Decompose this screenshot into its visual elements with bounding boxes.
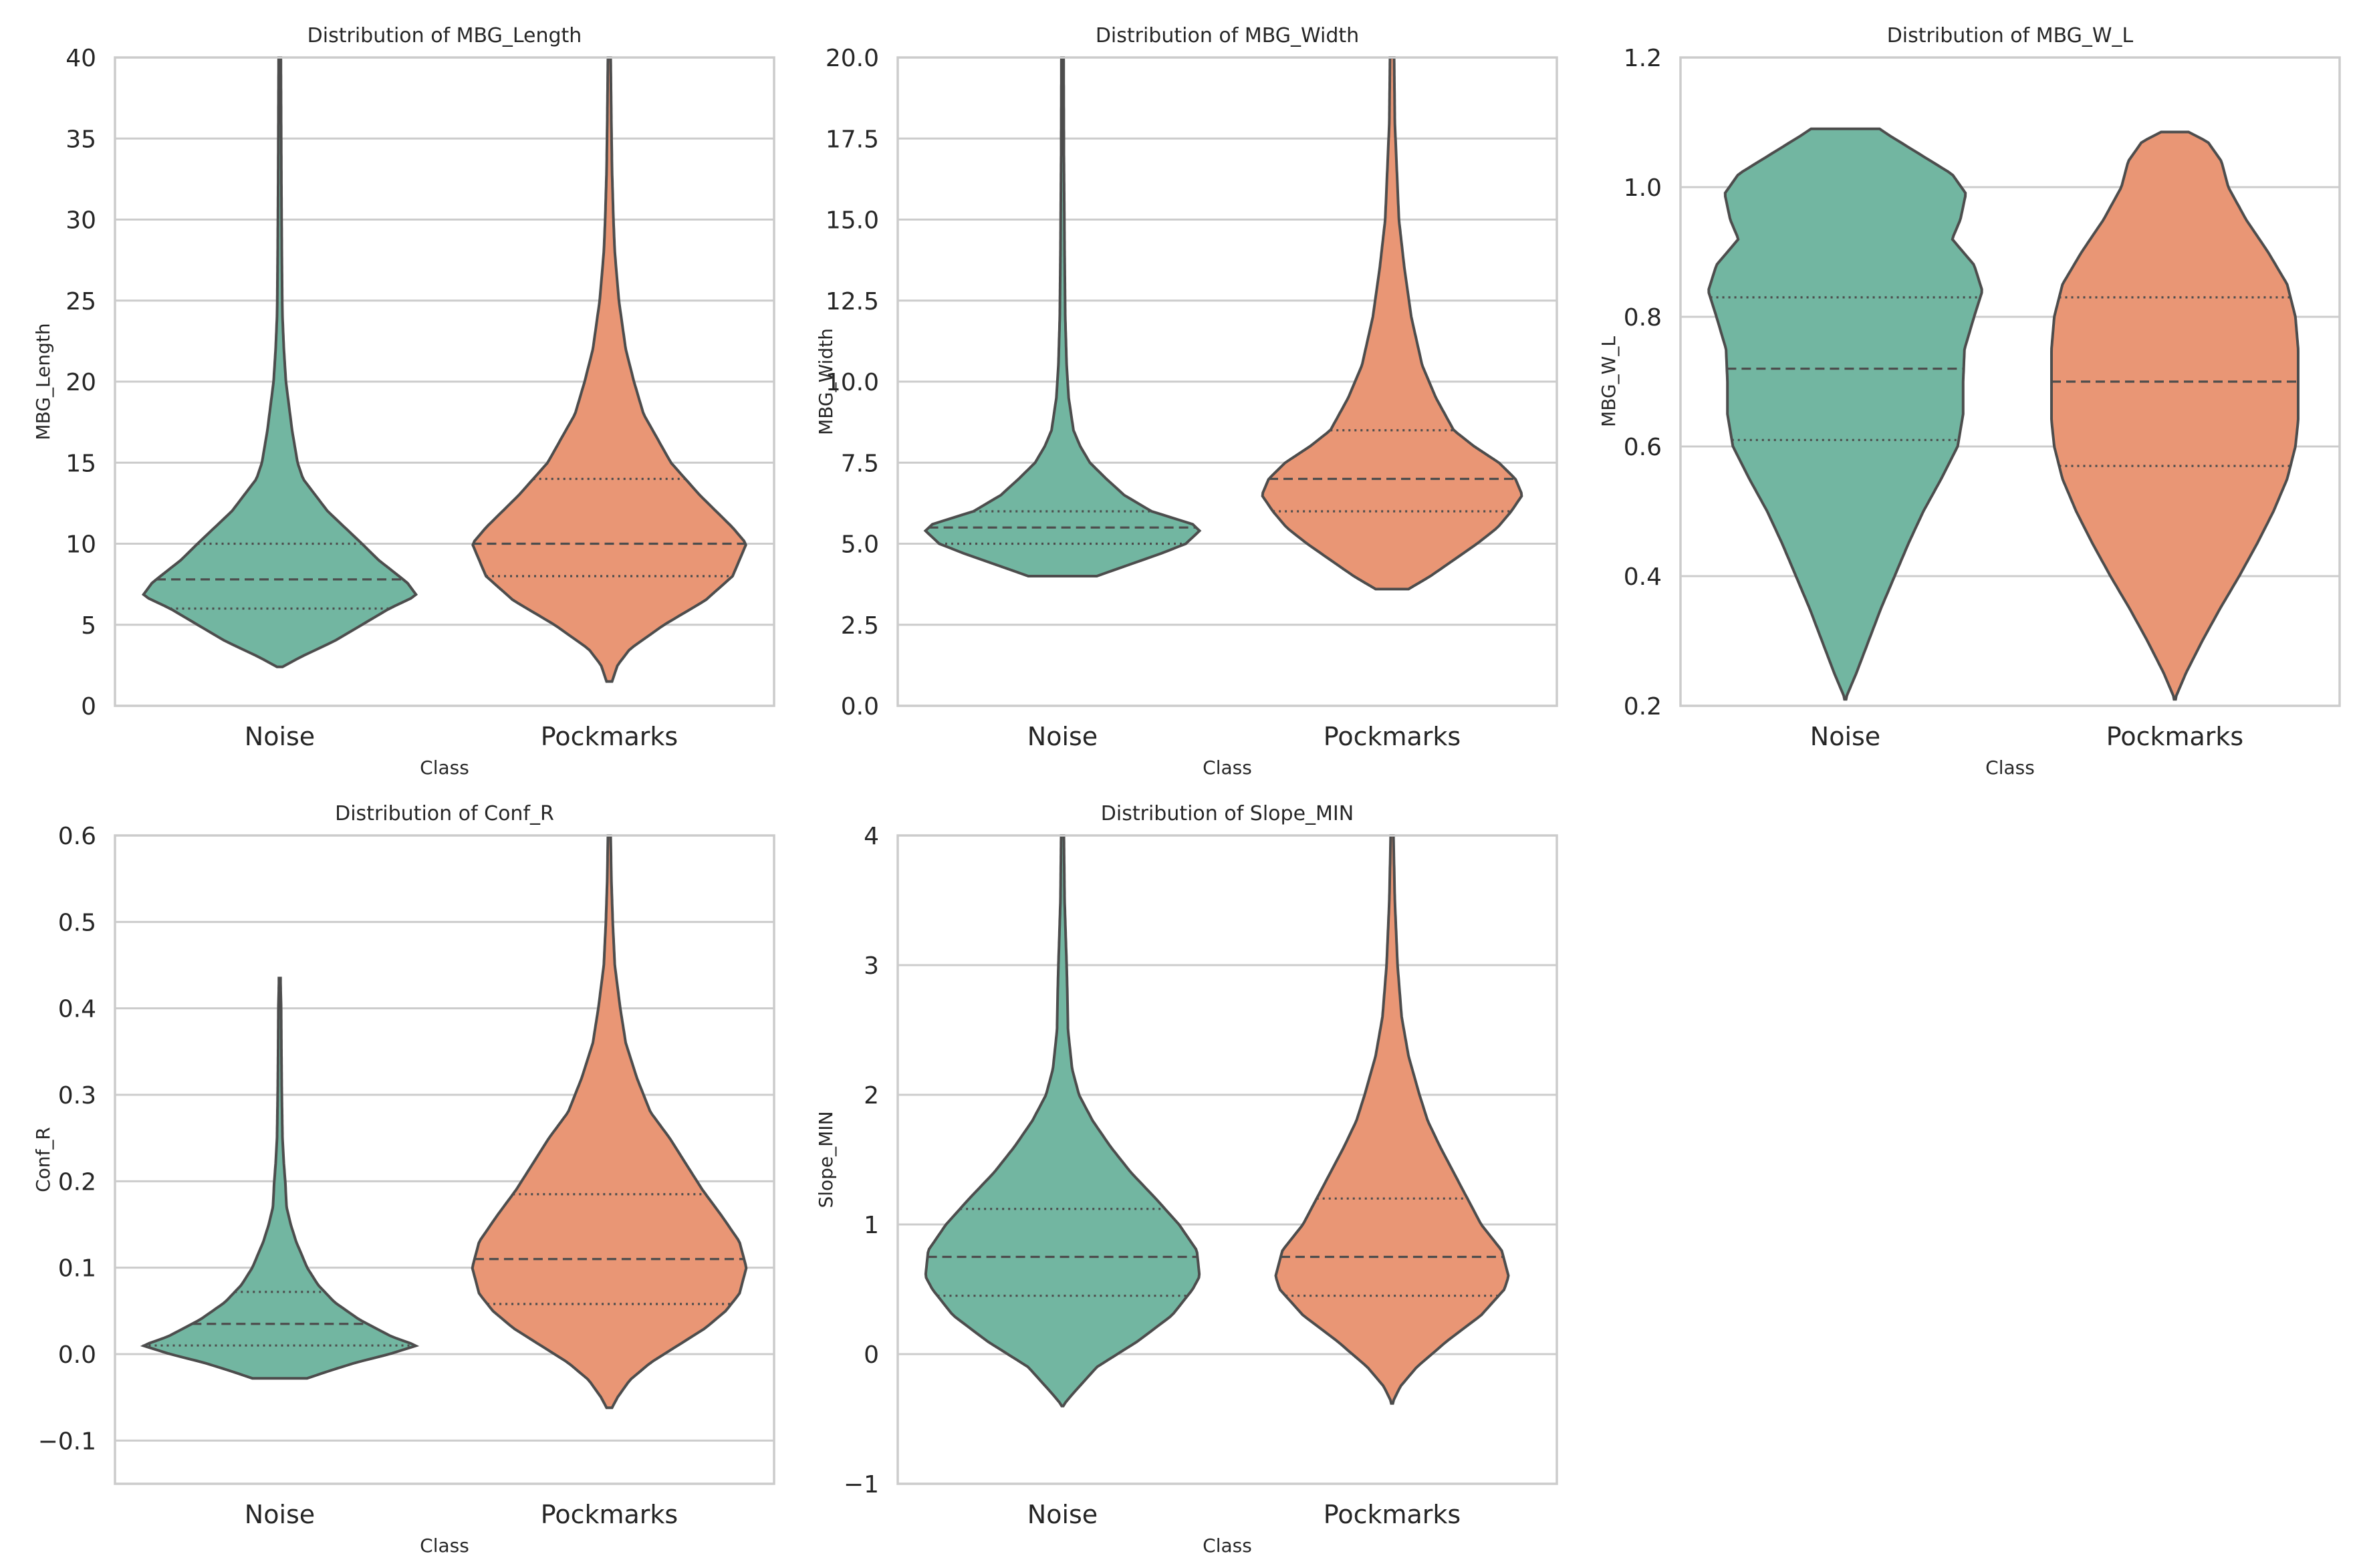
violin-pockmarks [471, 56, 747, 683]
y-tick-label: 2 [864, 1082, 879, 1109]
x-tick-label: Pockmarks [2106, 722, 2243, 751]
x-tick-label: Noise [245, 1500, 315, 1529]
chart-panel-2: 0.0 2.5 5.0 7.5 10.0 12.5 15.0 17.5 20.0 Noise Poc… [815, 24, 1558, 779]
y-tick-label: 15 [66, 450, 96, 477]
chart-panel-1: 0 5 10 15 20 25 30 35 40 Noise Pockmarks Distributi… [32, 24, 775, 779]
plot-frame [1679, 56, 2341, 707]
y-tick-label: 10 [66, 531, 96, 559]
y-tick-label: 10.0 [826, 369, 879, 396]
plot-frame [896, 834, 1558, 1485]
y-tick-label: 15.0 [826, 207, 879, 235]
y-tick-label: 0.3 [58, 1082, 96, 1109]
y-tick-label: 0.4 [58, 996, 96, 1023]
y-tick-label: −1 [844, 1471, 879, 1498]
x-axis-label: Class [1203, 1535, 1252, 1557]
y-tick-label: 3 [864, 952, 879, 980]
y-axis-label: MBG_W_L [1598, 336, 1620, 427]
x-tick-label: Noise [245, 722, 315, 751]
y-tick-label: 12.5 [826, 288, 879, 315]
y-tick-label: 0.2 [1624, 693, 1662, 721]
y-tick-label: 5 [81, 612, 96, 640]
y-tick-label: 0 [81, 693, 96, 721]
violin-noise [924, 834, 1201, 1408]
violin-pockmarks [1274, 834, 1510, 1405]
y-tick-label: 1 [864, 1212, 879, 1239]
y-tick-label: 4 [864, 823, 879, 850]
y-tick-label: 20 [66, 369, 96, 396]
y-tick-label: 2.5 [841, 612, 879, 640]
y-tick-label: 0.1 [58, 1255, 96, 1283]
x-axis-label: Class [1203, 757, 1252, 779]
y-tick-label: 25 [66, 288, 96, 315]
y-tick-label: 0 [864, 1341, 879, 1369]
violin-noise [140, 976, 420, 1380]
chart-title: Distribution of MBG_W_L [1887, 24, 2134, 47]
y-tick-label: 35 [66, 126, 96, 153]
chart-title: Distribution of MBG_Length [307, 24, 582, 47]
y-tick-label: 0.0 [841, 693, 879, 721]
violin-noise [141, 56, 418, 668]
y-tick-label: 40 [66, 45, 96, 72]
x-axis-label: Class [1985, 757, 2035, 779]
x-tick-label: Noise [1027, 722, 1098, 751]
y-tick-label: 0.5 [58, 909, 96, 936]
y-axis-label: Slope_MIN [815, 1111, 837, 1208]
y-axis-label: MBG_Width [815, 328, 837, 435]
x-tick-label: Noise [1810, 722, 1880, 751]
violin-pockmarks [1261, 56, 1523, 591]
violin-noise [1707, 127, 1983, 701]
x-tick-label: Pockmarks [541, 1500, 678, 1529]
chart-title: Distribution of Slope_MIN [1101, 802, 1354, 825]
y-tick-label: −0.1 [38, 1428, 96, 1455]
chart-panel-4: −0.1 0.0 0.1 0.2 0.3 0.4 0.5 0.6 Noise Pockmarks D… [32, 802, 775, 1557]
chart-title: Distribution of MBG_Width [1096, 24, 1359, 47]
chart-panel-5: −1 0 1 2 3 4 Noise Pockmarks Distribution of Slo… [815, 802, 1558, 1557]
chart-panel-3: 0.2 0.4 0.6 0.8 1.0 1.2 Noise Pockmarks Distribu… [1598, 24, 2341, 779]
y-tick-label: 0.6 [1624, 434, 1662, 461]
x-tick-label: Pockmarks [1324, 722, 1461, 751]
y-tick-label: 0.2 [58, 1168, 96, 1196]
y-tick-label: 20.0 [826, 45, 879, 72]
plot-frame [114, 56, 775, 707]
x-tick-label: Pockmarks [1324, 1500, 1461, 1529]
plot-frame [114, 834, 775, 1485]
y-tick-label: 17.5 [826, 126, 879, 153]
y-tick-label: 7.5 [841, 450, 879, 477]
violin-noise [923, 56, 1202, 577]
y-axis-label: Conf_R [32, 1127, 54, 1192]
x-tick-label: Noise [1027, 1500, 1098, 1529]
y-tick-label: 0.4 [1624, 563, 1662, 591]
plot-frame [896, 56, 1558, 707]
chart-title: Distribution of Conf_R [335, 802, 554, 825]
x-axis-label: Class [420, 1535, 469, 1557]
y-tick-label: 1.0 [1624, 174, 1662, 202]
x-axis-label: Class [420, 757, 469, 779]
y-tick-label: 0.0 [58, 1341, 96, 1369]
y-tick-label: 1.2 [1624, 45, 1662, 72]
y-axis-label: MBG_Length [32, 323, 54, 440]
y-tick-label: 0.6 [58, 823, 96, 850]
x-tick-label: Pockmarks [541, 722, 678, 751]
violin-pockmarks [2050, 130, 2299, 701]
y-tick-label: 5.0 [841, 531, 879, 559]
y-tick-label: 0.8 [1624, 304, 1662, 332]
y-tick-label: 30 [66, 207, 96, 235]
